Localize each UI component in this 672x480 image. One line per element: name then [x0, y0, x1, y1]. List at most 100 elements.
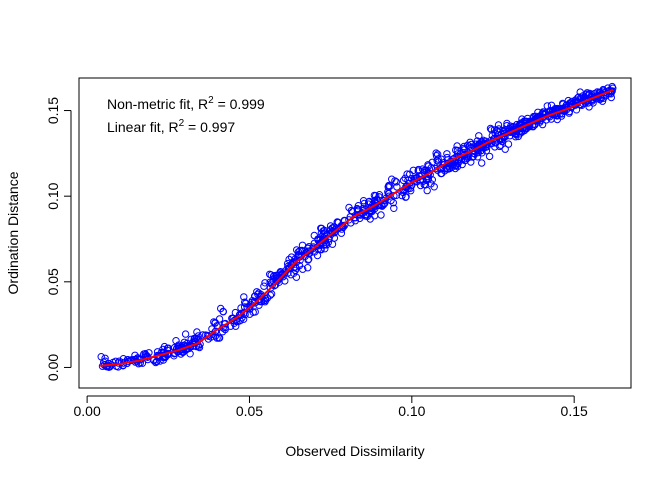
data-point	[140, 350, 148, 358]
data-point	[448, 163, 456, 171]
data-point	[181, 330, 190, 338]
data-point	[366, 215, 374, 223]
data-point	[493, 126, 501, 135]
data-point	[370, 202, 378, 210]
linear-fit-value: = 0.997	[184, 119, 235, 135]
data-point	[416, 181, 425, 190]
data-point	[270, 272, 278, 280]
data-point	[304, 244, 312, 252]
data-point	[215, 334, 223, 342]
data-point	[574, 94, 582, 102]
data-point	[453, 146, 462, 155]
data-point	[406, 170, 414, 178]
x-tick-label: 0.15	[561, 403, 588, 419]
data-point	[388, 175, 396, 183]
data-point	[421, 181, 430, 189]
x-tick-label: 0.10	[398, 403, 425, 419]
data-point	[433, 156, 441, 165]
data-point	[377, 211, 385, 219]
nonmetric-fit-value: = 0.999	[214, 96, 265, 112]
data-point	[399, 176, 408, 185]
data-point	[551, 104, 559, 113]
data-point	[428, 158, 436, 167]
data-point	[452, 161, 460, 170]
data-point	[194, 332, 202, 340]
data-point	[409, 166, 418, 175]
data-point	[427, 180, 435, 188]
data-point	[432, 149, 440, 157]
linear-fit-superscript: 2	[179, 118, 185, 129]
fit-line	[100, 89, 614, 367]
data-point	[523, 114, 532, 123]
data-point	[240, 293, 248, 301]
data-point	[438, 169, 446, 178]
data-point	[475, 132, 483, 140]
data-point	[607, 93, 615, 102]
data-point	[337, 221, 346, 230]
x-tick-label: 0.05	[236, 403, 263, 419]
x-axis-label: Observed Dissimilarity	[285, 443, 424, 459]
data-point	[504, 140, 513, 148]
data-point	[317, 246, 325, 254]
data-point	[390, 204, 398, 213]
data-point	[375, 191, 384, 199]
data-point	[393, 183, 401, 191]
data-point	[491, 143, 499, 151]
data-point	[199, 331, 207, 339]
data-point	[443, 153, 451, 162]
data-point	[299, 265, 307, 273]
data-point	[534, 108, 542, 117]
plot-frame	[78, 77, 632, 389]
data-point	[345, 216, 353, 224]
data-point	[546, 106, 554, 115]
data-point	[215, 315, 224, 323]
data-point	[443, 150, 451, 158]
data-point	[482, 147, 491, 155]
data-point	[478, 159, 486, 167]
data-point	[462, 156, 470, 164]
data-point	[193, 328, 201, 336]
data-point	[232, 322, 240, 330]
y-tick-label: 0.15	[45, 97, 61, 124]
data-point	[263, 294, 272, 302]
data-point	[310, 231, 318, 240]
data-point	[294, 251, 303, 259]
data-point	[572, 106, 581, 114]
data-point	[304, 264, 312, 272]
data-point	[186, 350, 194, 358]
data-point	[384, 188, 392, 196]
data-point	[387, 196, 395, 205]
data-point	[172, 337, 180, 345]
data-point	[305, 243, 313, 251]
data-point	[378, 202, 386, 210]
y-tick-label: 0.05	[45, 268, 61, 295]
data-point	[485, 152, 494, 161]
x-axis: 0.00 0.05 0.10 0.15	[73, 395, 588, 419]
y-tick-label: 0.10	[45, 182, 61, 209]
data-point	[403, 182, 411, 190]
data-point	[251, 299, 259, 307]
data-point	[547, 115, 555, 123]
data-point	[317, 224, 326, 233]
data-point	[453, 142, 461, 150]
data-point	[294, 248, 303, 256]
data-point	[402, 193, 410, 201]
x-tick-label: 0.00	[73, 403, 100, 419]
data-point	[283, 259, 292, 268]
data-point	[538, 109, 547, 118]
linear-fit-label: Linear fit, R2 = 0.997	[107, 118, 235, 135]
data-point	[465, 142, 473, 150]
data-point	[242, 299, 250, 308]
data-point	[249, 308, 257, 316]
data-point	[432, 152, 441, 160]
data-point	[487, 126, 496, 134]
data-point	[211, 319, 219, 327]
data-point	[267, 271, 275, 279]
y-tick-label: 0.00	[45, 354, 61, 381]
nonmetric-fit-superscript: 2	[208, 95, 214, 106]
nonmetric-fit-prefix: Non-metric fit, R	[107, 96, 208, 112]
data-point	[478, 149, 486, 157]
data-point	[270, 282, 279, 290]
data-point	[112, 362, 121, 370]
